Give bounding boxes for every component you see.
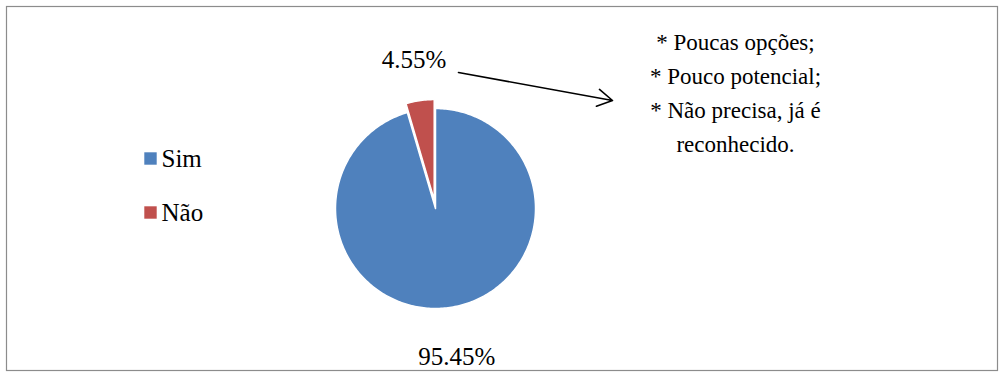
svg-text:4.55%: 4.55% (382, 46, 447, 73)
svg-text:* Poucas opções;: * Poucas opções; (656, 30, 814, 55)
svg-text:* Pouco potencial;: * Pouco potencial; (650, 64, 821, 89)
svg-text:Não: Não (162, 199, 204, 226)
svg-text:95.45%: 95.45% (418, 343, 495, 370)
svg-text:Sim: Sim (162, 145, 203, 172)
svg-text:* Não precisa, já é: * Não precisa, já é (650, 98, 821, 123)
svg-text:reconhecido.: reconhecido. (676, 132, 794, 157)
